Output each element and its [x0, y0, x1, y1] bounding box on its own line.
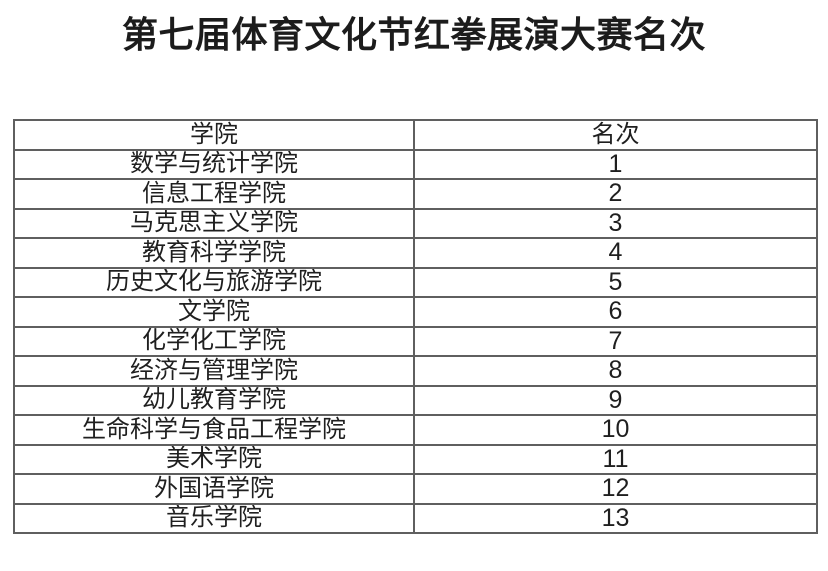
column-header-rank: 名次	[413, 119, 818, 151]
table-row: 教育科学学院 4	[13, 237, 818, 269]
rank-cell: 8	[413, 355, 818, 387]
ranking-table: 学院 名次 数学与统计学院 1 信息工程学院 2 马克思主义学院 3 教育科学学院 4 历史文化…	[13, 119, 818, 534]
college-cell: 外国语学院	[13, 473, 415, 505]
table-row: 数学与统计学院 1	[13, 148, 818, 180]
rank-cell: 12	[413, 473, 818, 505]
column-header-college: 学院	[13, 119, 415, 151]
rank-cell: 13	[413, 502, 818, 534]
college-cell: 历史文化与旅游学院	[13, 266, 415, 298]
table-row: 历史文化与旅游学院 5	[13, 266, 818, 298]
college-cell: 音乐学院	[13, 502, 415, 534]
rank-cell: 9	[413, 384, 818, 416]
table-row: 信息工程学院 2	[13, 178, 818, 210]
college-cell: 马克思主义学院	[13, 207, 415, 239]
college-cell: 教育科学学院	[13, 237, 415, 269]
table-row: 经济与管理学院 8	[13, 355, 818, 387]
table-row: 美术学院 11	[13, 443, 818, 475]
rank-cell: 10	[413, 414, 818, 446]
college-cell: 美术学院	[13, 443, 415, 475]
rank-cell: 11	[413, 443, 818, 475]
college-cell: 文学院	[13, 296, 415, 328]
table-row: 马克思主义学院 3	[13, 207, 818, 239]
table-row: 化学化工学院 7	[13, 325, 818, 357]
rank-cell: 6	[413, 296, 818, 328]
table-row: 生命科学与食品工程学院 10	[13, 414, 818, 446]
college-cell: 生命科学与食品工程学院	[13, 414, 415, 446]
page-title: 第七届体育文化节红拳展演大赛名次	[121, 14, 706, 55]
college-cell: 信息工程学院	[13, 178, 415, 210]
rank-cell: 1	[413, 148, 818, 180]
rank-cell: 5	[413, 266, 818, 298]
table-row: 文学院 6	[13, 296, 818, 328]
table-row: 外国语学院 12	[13, 473, 818, 505]
table-row: 幼儿教育学院 9	[13, 384, 818, 416]
college-cell: 经济与管理学院	[13, 355, 415, 387]
college-cell: 幼儿教育学院	[13, 384, 415, 416]
table-body: 数学与统计学院 1 信息工程学院 2 马克思主义学院 3 教育科学学院 4 历史文化与旅游学院 5…	[13, 148, 818, 534]
rank-cell: 4	[413, 237, 818, 269]
rank-cell: 7	[413, 325, 818, 357]
table-row: 音乐学院 13	[13, 502, 818, 534]
college-cell: 数学与统计学院	[13, 148, 415, 180]
college-cell: 化学化工学院	[13, 325, 415, 357]
table-header-row: 学院 名次	[13, 119, 818, 151]
rank-cell: 2	[413, 178, 818, 210]
rank-cell: 3	[413, 207, 818, 239]
